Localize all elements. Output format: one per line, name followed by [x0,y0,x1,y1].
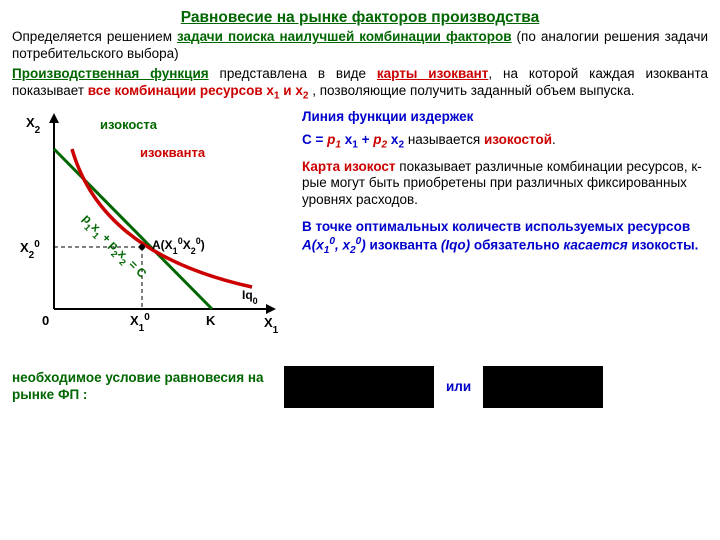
r2g: изокостой [484,132,552,147]
p1-text-b: задачи поиска наилучшей комбинации факто… [177,29,512,44]
p1-text-a: Определяется решением [12,29,177,44]
paragraph-1: Определяется решением задачи поиска наил… [12,29,708,63]
r2e: х [387,132,398,147]
y-arrow-icon [49,113,59,123]
x-arrow-icon [266,304,276,314]
r2a: С = [302,132,327,147]
label-x2: X2 [26,115,41,136]
right-column: Линия функции издержек С = р1 х1 + р2 х2… [302,109,708,354]
formula-box-2 [483,366,603,408]
label-isocost: изокоста [100,117,158,132]
p2-text-b: представлена в виде [209,66,377,81]
r4e: изокванта [366,238,441,253]
label-x10: X10 [130,312,150,334]
label-x20: X20 [20,239,40,261]
p2-text-e: все комбинации ресурсов х [88,83,274,98]
p2-text-c: карты изоквант [377,66,488,81]
p2-text-f: и [280,83,296,98]
isoquant-chart: X2 X1 0 X20 X10 K изокоста изокванта A(X… [12,109,292,349]
label-iq0: Iq0 [242,288,258,306]
r2d: р [373,132,381,147]
mid-row: X2 X1 0 X20 X10 K изокоста изокванта A(X… [12,109,708,354]
bottom-label: необходимое условие равновесия на рынке … [12,370,272,404]
r4h: касается [563,238,627,253]
label-k: K [206,313,216,328]
r3: Карта изокост показывает различные комби… [302,159,708,210]
r2: С = р1 х1 + р2 х2 называется изокостой. [302,132,708,152]
r2c: х [341,132,352,147]
r3a: Карта изокост [302,159,396,174]
r4g: обязательно [470,238,563,253]
label-x1: X1 [264,315,279,336]
r4i: изокосты. [628,238,699,253]
point-a [139,244,145,250]
label-zero: 0 [42,313,49,328]
r2f: называется [404,132,484,147]
chart-column: X2 X1 0 X20 X10 K изокоста изокванта A(X… [12,109,292,354]
r4f: (Iqo) [441,238,470,253]
p2-text-a: Производственная функция [12,66,209,81]
r4c: , х [335,238,350,253]
p2-text-g: х [295,83,303,98]
label-isoquant: изокванта [140,145,206,160]
or-label: или [446,379,471,396]
isocost-line [54,149,212,309]
isoquant-curve [72,149,252,287]
r1: Линия функции издержек [302,109,708,126]
r2h: . [552,132,556,147]
paragraph-2: Производственная функция представлена в … [12,66,708,103]
r4a: В точке оптимальных количеств используем… [302,219,690,234]
bottom-row: необходимое условие равновесия на рынке … [12,366,708,408]
p2-text-h: , позволяющие получить заданный объем вы… [308,83,634,98]
r4: В точке оптимальных количеств используем… [302,219,708,258]
r1a: Линия функции издержек [302,109,473,124]
r4b: А(х [302,238,324,253]
page-title: Равновесие на рынке факторов производств… [12,8,708,27]
r2plus: + [358,132,373,147]
formula-box-1 [284,366,434,408]
